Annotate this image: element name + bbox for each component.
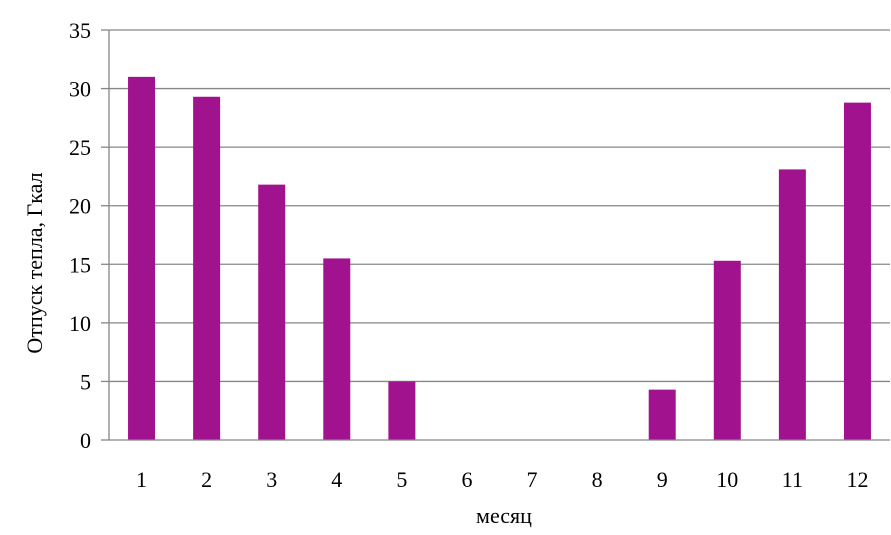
bar-12: [843, 102, 871, 440]
y-tick-label: 0: [80, 428, 91, 453]
y-tick-label: 25: [69, 135, 91, 160]
x-tick-label: 7: [527, 467, 538, 492]
bar-4: [323, 258, 351, 440]
y-tick-label: 5: [80, 369, 91, 394]
x-tick-label: 5: [396, 467, 407, 492]
bar-2: [193, 96, 221, 441]
bar-11: [778, 169, 806, 440]
x-tick-label: 8: [592, 467, 603, 492]
y-tick-label: 20: [69, 194, 91, 219]
x-tick-label: 11: [782, 467, 803, 492]
y-tick-label: 30: [69, 77, 91, 102]
x-tick-label: 3: [266, 467, 277, 492]
x-tick-label: 10: [716, 467, 738, 492]
x-tick-label: 2: [201, 467, 212, 492]
bar-10: [713, 260, 741, 440]
x-axis-title: месяц: [476, 503, 532, 528]
y-axis-title: Отпуск тепла, Гкал: [22, 172, 47, 353]
x-tick-label: 1: [136, 467, 147, 492]
x-tick-labels: 1 2 3 4 5 6 7 8 9 10 11 12: [136, 467, 868, 492]
x-tick-label: 9: [657, 467, 668, 492]
y-tick-label: 35: [69, 18, 91, 43]
x-tick-label: 12: [846, 467, 868, 492]
bars: [128, 76, 871, 441]
y-tick-label: 15: [69, 252, 91, 277]
axes: [101, 29, 890, 441]
y-tick-labels: 0 5 10 15 20 25 30 35: [69, 18, 91, 453]
bar-1: [128, 76, 156, 440]
x-tick-label: 4: [331, 467, 342, 492]
bar-5: [388, 381, 416, 440]
bar-3: [258, 184, 286, 440]
bar-9: [648, 389, 676, 440]
x-tick-label: 6: [461, 467, 472, 492]
y-tick-label: 10: [69, 311, 91, 336]
gridlines: [109, 29, 890, 383]
